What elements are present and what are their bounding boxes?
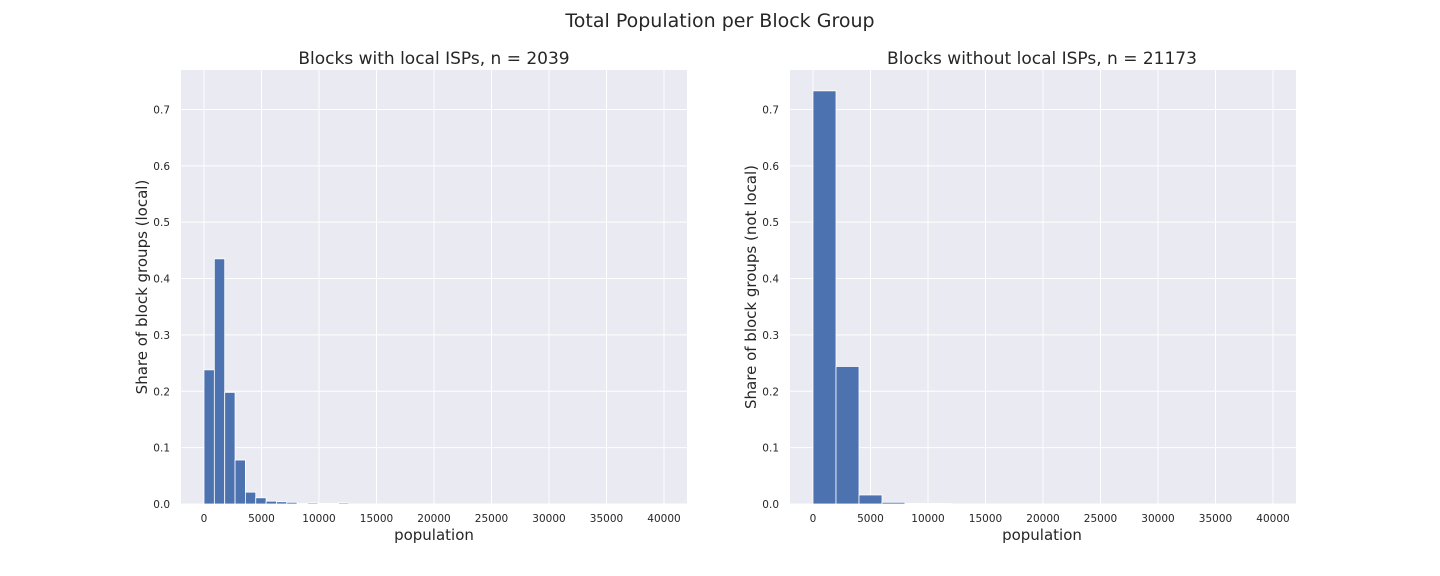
x-tick-label: 20000 — [1026, 513, 1059, 525]
x-tick-label: 0 — [810, 513, 817, 525]
figure-title: Total Population per Block Group — [564, 10, 874, 32]
chart-title-not-local: Blocks without local ISPs, n = 21173 — [887, 49, 1197, 69]
y-tick-label: 0.2 — [762, 386, 779, 398]
x-tick-label: 5000 — [857, 513, 884, 525]
y-tick-label: 0.7 — [762, 104, 779, 116]
chart-panel-local: 0 5000 10000 15000 20000 25000 30000 35000 40000… — [133, 49, 687, 544]
y-tick-label: 0.1 — [762, 443, 779, 455]
x-tick-label: 15000 — [969, 513, 1002, 525]
grid-lines — [181, 70, 687, 505]
y-tick-label: 0.3 — [762, 330, 779, 342]
histogram-bar — [835, 366, 860, 505]
x-tick-labels: 0 5000 10000 15000 20000 25000 30000 35000 40000 — [201, 513, 681, 525]
histogram-bar — [307, 502, 319, 505]
chart-title-local: Blocks with local ISPs, n = 2039 — [298, 49, 569, 69]
x-tick-label: 35000 — [1199, 513, 1232, 525]
histogram-bar — [327, 503, 339, 505]
y-tick-label: 0.4 — [762, 274, 779, 286]
histogram-bar — [213, 258, 226, 505]
y-tick-label: 0.0 — [762, 499, 779, 511]
y-axis-label: Share of block groups (local) — [133, 180, 151, 395]
y-tick-labels: 0.0 0.1 0.2 0.3 0.4 0.5 0.6 0.7 — [153, 104, 170, 511]
histogram-bar — [296, 503, 308, 505]
histogram-bar — [255, 497, 267, 505]
x-tick-labels: 0 5000 10000 15000 20000 25000 30000 35000 40000 — [810, 513, 1290, 525]
histogram-bar — [927, 503, 952, 505]
y-tick-label: 0.1 — [153, 443, 170, 455]
histogram-bar — [234, 459, 246, 505]
y-tick-label: 0.3 — [153, 330, 170, 342]
x-tick-label: 10000 — [302, 513, 335, 525]
y-tick-label: 0.2 — [153, 386, 170, 398]
x-tick-label: 25000 — [475, 513, 508, 525]
bars — [812, 90, 952, 505]
histogram-bar — [858, 494, 883, 505]
histogram-bar — [224, 391, 236, 505]
histogram-bar — [286, 501, 298, 505]
y-tick-label: 0.4 — [153, 274, 170, 286]
x-tick-label: 15000 — [360, 513, 393, 525]
chart-panel-not-local: 0 5000 10000 15000 20000 25000 30000 35000 40000… — [742, 49, 1296, 544]
histogram-bar — [276, 501, 288, 505]
x-tick-label: 40000 — [1256, 513, 1289, 525]
histogram-bar — [904, 503, 929, 505]
bars — [203, 258, 350, 505]
x-tick-label: 10000 — [911, 513, 944, 525]
x-tick-label: 35000 — [590, 513, 623, 525]
x-tick-label: 30000 — [532, 513, 565, 525]
y-tick-label: 0.5 — [153, 217, 170, 229]
x-tick-label: 5000 — [248, 513, 275, 525]
y-tick-label: 0.0 — [153, 499, 170, 511]
x-axis-label: population — [394, 526, 474, 544]
y-tick-label: 0.6 — [762, 161, 779, 173]
y-axis-label: Share of block groups (not local) — [742, 165, 760, 409]
x-tick-label: 0 — [201, 513, 208, 525]
histogram-bar — [244, 491, 257, 505]
x-axis-label: population — [1002, 526, 1082, 544]
x-tick-label: 20000 — [417, 513, 450, 525]
histogram-bar — [812, 90, 837, 505]
y-tick-labels: 0.0 0.1 0.2 0.3 0.4 0.5 0.6 0.7 — [762, 104, 779, 511]
histogram-bar — [317, 503, 329, 505]
y-tick-label: 0.7 — [153, 104, 170, 116]
y-tick-label: 0.6 — [153, 161, 170, 173]
histogram-bar — [203, 369, 215, 505]
x-tick-label: 40000 — [647, 513, 680, 525]
histogram-bar — [881, 501, 906, 505]
histogram-bar — [338, 502, 350, 505]
x-tick-label: 30000 — [1141, 513, 1174, 525]
y-tick-label: 0.5 — [762, 217, 779, 229]
histogram-bar — [265, 500, 277, 505]
x-tick-label: 25000 — [1084, 513, 1117, 525]
